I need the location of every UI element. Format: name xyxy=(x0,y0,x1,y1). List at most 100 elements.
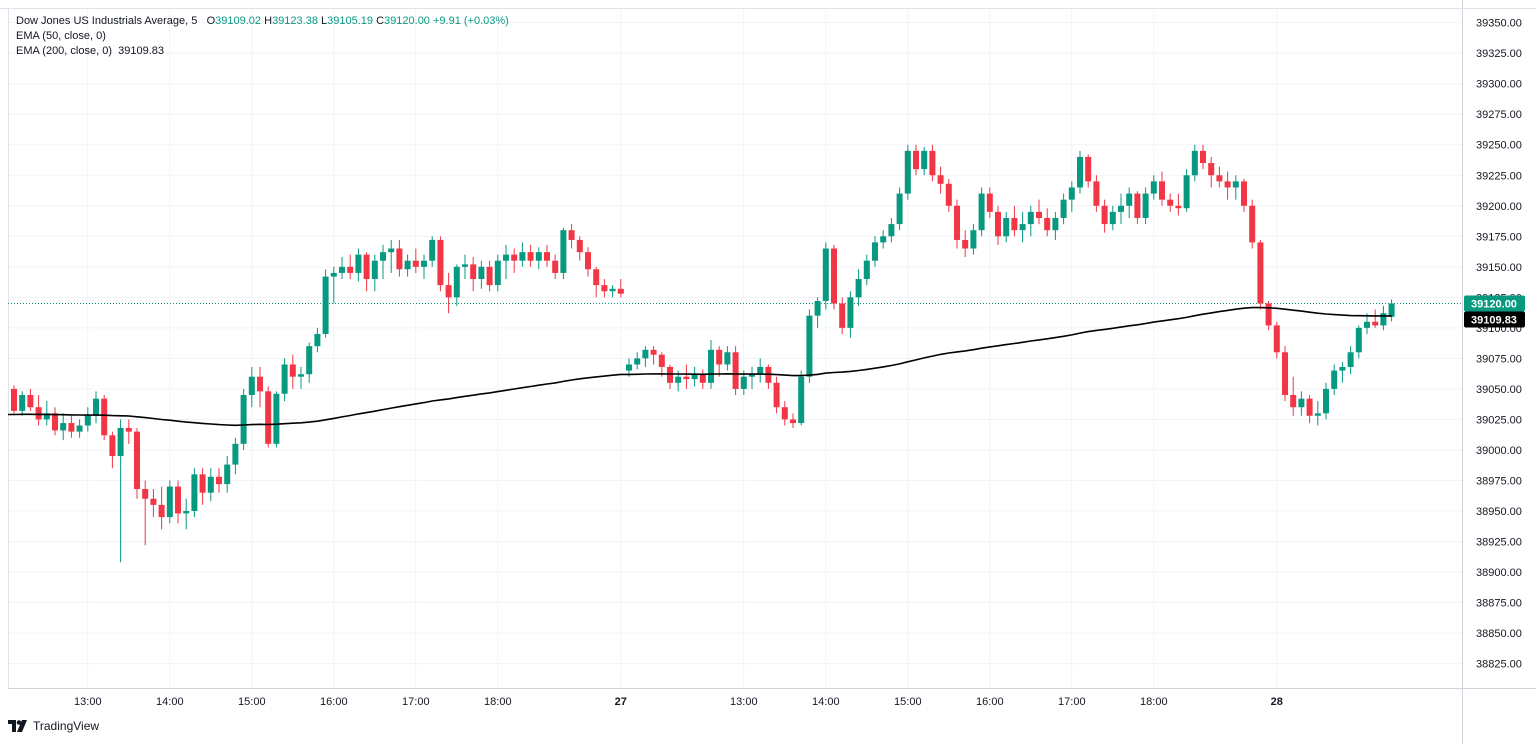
candle-body xyxy=(76,425,83,432)
candle-body xyxy=(199,474,206,493)
tradingview-logo[interactable]: TradingView xyxy=(8,719,99,733)
candle-body xyxy=(404,260,411,270)
x-tick-label: 13:00 xyxy=(730,696,758,708)
candle-body xyxy=(60,423,67,431)
legend-open-value: 39109.02 xyxy=(215,15,262,27)
candle-body xyxy=(913,150,919,170)
candle-body xyxy=(585,252,591,270)
candle-body xyxy=(650,349,657,355)
candle-body xyxy=(11,388,17,411)
candle-body xyxy=(790,419,796,424)
candle-body xyxy=(658,354,665,367)
y-tick-label: 39150.00 xyxy=(1476,262,1522,274)
candle-body xyxy=(84,415,91,426)
candle-body xyxy=(142,489,149,499)
candle-body xyxy=(224,464,231,485)
candle-body xyxy=(1109,211,1116,225)
legend-open-label: O xyxy=(206,15,216,27)
candle-body xyxy=(535,252,542,261)
x-tick-label: 14:00 xyxy=(812,696,840,708)
candle-body xyxy=(872,242,878,261)
candle-body xyxy=(1077,156,1083,188)
legend-ema50-label: EMA (50, close, 0) xyxy=(16,30,106,42)
candle-body xyxy=(691,374,698,380)
candle-body xyxy=(1216,175,1223,182)
candles xyxy=(11,144,1395,563)
candle-body xyxy=(954,205,960,240)
y-tick-label: 39225.00 xyxy=(1476,170,1522,182)
candle-body xyxy=(470,264,477,280)
y-tick-label: 39350.00 xyxy=(1476,18,1522,30)
y-tick-label: 38900.00 xyxy=(1476,567,1522,579)
candle-body xyxy=(560,230,567,273)
ema-200-line xyxy=(8,306,1392,427)
x-tick-label: 18:00 xyxy=(484,696,512,708)
candle-body xyxy=(445,285,452,298)
candle-body xyxy=(798,376,805,424)
candle-body xyxy=(831,248,837,304)
candle-body xyxy=(708,349,714,383)
candle-body xyxy=(667,366,673,383)
y-tick-label: 39275.00 xyxy=(1476,109,1522,121)
y-tick-label: 39200.00 xyxy=(1476,201,1522,213)
candle-body xyxy=(150,498,157,505)
x-tick-label: 28 xyxy=(1271,696,1283,708)
candle-body xyxy=(1175,205,1182,209)
candle-body xyxy=(1150,181,1157,194)
candle-body xyxy=(1167,199,1174,206)
candle-body xyxy=(1347,352,1354,367)
candle-body xyxy=(281,364,288,394)
candle-body xyxy=(511,254,518,261)
ema-200-price-tag: 39109.83 xyxy=(1471,314,1517,326)
candle-body xyxy=(257,376,263,392)
candle-body xyxy=(1036,211,1042,218)
candle-body xyxy=(1134,193,1141,218)
ema-200-price-tag-bg xyxy=(1464,311,1525,328)
candle-body xyxy=(1101,205,1108,225)
candle-body xyxy=(462,264,468,267)
candle-body xyxy=(986,193,993,212)
candle-body xyxy=(880,236,887,243)
y-tick-label: 38875.00 xyxy=(1476,598,1522,610)
candle-body xyxy=(125,427,132,432)
last-price-tag: 39120.00 xyxy=(1471,298,1517,310)
x-tick-label: 13:00 xyxy=(74,696,102,708)
legend-close-value: 39120.00 xyxy=(384,15,430,27)
candle-body xyxy=(1003,217,1010,237)
candle-body xyxy=(593,269,600,286)
candle-body xyxy=(675,376,682,383)
legend-ohlc-row: Dow Jones US Industrials Average, 5 O391… xyxy=(16,14,509,29)
candle-body xyxy=(1298,398,1305,408)
candle-body xyxy=(921,150,928,170)
legend-change: +9.91 (+0.03%) xyxy=(433,15,509,27)
legend-low-label: L xyxy=(321,15,328,27)
y-tick-label: 38925.00 xyxy=(1476,537,1522,549)
brand-name: TradingView xyxy=(33,719,100,733)
candle-body xyxy=(1388,303,1395,317)
candle-body xyxy=(52,413,58,431)
candle-body xyxy=(298,374,304,377)
y-tick-label: 38825.00 xyxy=(1476,659,1522,671)
candle-body xyxy=(1027,211,1034,225)
legend-ema50-row: EMA (50, close, 0) xyxy=(16,29,509,44)
candle-body xyxy=(1126,193,1133,206)
candle-body xyxy=(134,431,140,490)
y-tick-label: 39325.00 xyxy=(1476,48,1522,60)
y-tick-label: 38950.00 xyxy=(1476,506,1522,518)
y-tick-label: 39300.00 xyxy=(1476,79,1522,91)
candle-body xyxy=(486,266,493,286)
x-tick-label: 15:00 xyxy=(894,696,922,708)
candle-body xyxy=(412,260,419,267)
x-tick-label: 14:00 xyxy=(156,696,184,708)
y-tick-label: 39075.00 xyxy=(1476,353,1522,365)
candle-body xyxy=(634,358,641,365)
candle-body xyxy=(847,297,854,328)
x-tick-label: 17:00 xyxy=(402,696,430,708)
candle-body xyxy=(1265,303,1272,326)
candle-body xyxy=(1159,181,1165,200)
candle-body xyxy=(642,349,649,359)
candle-body xyxy=(601,285,608,292)
x-tick-label: 17:00 xyxy=(1058,696,1086,708)
